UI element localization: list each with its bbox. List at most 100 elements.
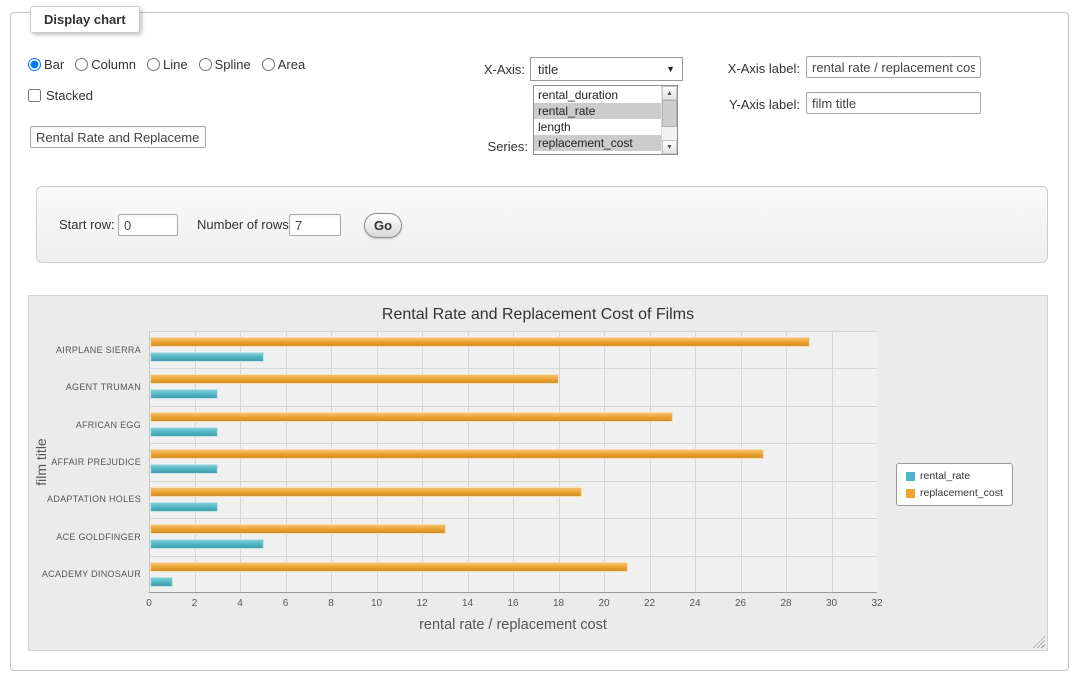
go-button[interactable]: Go: [364, 213, 402, 238]
bar-replacement_cost[interactable]: [150, 449, 764, 459]
legend-item-replacement_cost[interactable]: replacement_cost: [906, 487, 1003, 499]
bar-replacement_cost[interactable]: [150, 412, 673, 422]
chevron-down-icon: ▼: [666, 64, 675, 74]
y-axis-label-label: Y-Axis label:: [712, 97, 800, 112]
legend-swatch-replacement_cost: [906, 489, 915, 498]
chart-type-radio-line[interactable]: [147, 58, 160, 71]
chart-type-radio-area[interactable]: [262, 58, 275, 71]
bar-rental_rate[interactable]: [150, 464, 218, 474]
y-axis-label-input[interactable]: [806, 92, 981, 114]
stacked-option[interactable]: Stacked: [28, 88, 93, 103]
chart-type-label: Column: [91, 57, 136, 72]
x-tick-label: 24: [680, 598, 710, 609]
stacked-label: Stacked: [46, 88, 93, 103]
x-tick-label: 6: [271, 598, 301, 609]
legend-label: rental_rate: [920, 470, 970, 482]
panel-legend: Display chart: [30, 6, 140, 33]
bar-rental_rate[interactable]: [150, 352, 264, 362]
chart-type-label: Area: [278, 57, 305, 72]
x-axis-select-label: X-Axis:: [440, 62, 525, 77]
x-tick-label: 8: [316, 598, 346, 609]
x-tick-label: 20: [589, 598, 619, 609]
chart-type-radio-spline[interactable]: [199, 58, 212, 71]
series-listbox[interactable]: rental_durationrental_ratelengthreplacem…: [533, 85, 678, 155]
series-list-label: Series:: [455, 139, 528, 154]
gridline: [513, 331, 514, 592]
scroll-down-icon[interactable]: ▼: [662, 140, 677, 154]
gridline: [150, 556, 877, 557]
gridline: [150, 443, 877, 444]
resize-handle-icon[interactable]: [1033, 636, 1045, 648]
gridline: [377, 331, 378, 592]
chart-type-label: Bar: [44, 57, 64, 72]
gridline: [150, 518, 877, 519]
chart-type-option-bar[interactable]: Bar: [28, 57, 64, 72]
x-axis-select-value: title: [538, 62, 558, 77]
bar-replacement_cost[interactable]: [150, 562, 628, 572]
gridline: [786, 331, 787, 592]
series-scrollbar[interactable]: ▲ ▼: [661, 86, 677, 154]
bar-rental_rate[interactable]: [150, 427, 218, 437]
chart-type-radio-column[interactable]: [75, 58, 88, 71]
gridline: [468, 331, 469, 592]
gridline: [832, 331, 833, 592]
x-tick-label: 16: [498, 598, 528, 609]
x-axis-select[interactable]: title ▼: [530, 57, 683, 81]
x-tick-label: 32: [862, 598, 892, 609]
bar-replacement_cost[interactable]: [150, 337, 810, 347]
x-tick-label: 10: [362, 598, 392, 609]
chart-type-option-column[interactable]: Column: [75, 57, 136, 72]
bar-replacement_cost[interactable]: [150, 487, 582, 497]
x-tick-label: 0: [134, 598, 164, 609]
start-row-input[interactable]: [118, 214, 178, 236]
x-axis-label-input[interactable]: [806, 56, 981, 78]
gridline: [150, 331, 877, 332]
gridline: [150, 481, 877, 482]
series-option-replacement_cost[interactable]: replacement_cost: [534, 135, 661, 151]
bar-rental_rate[interactable]: [150, 577, 173, 587]
page: Display chart Bar Column Line Spline Area St…: [0, 0, 1081, 681]
num-rows-input[interactable]: [289, 214, 341, 236]
gridline: [286, 331, 287, 592]
gridline: [150, 406, 877, 407]
bar-rental_rate[interactable]: [150, 502, 218, 512]
chart-type-radio-bar[interactable]: [28, 58, 41, 71]
x-tick-label: 2: [180, 598, 210, 609]
gridline: [559, 331, 560, 592]
gridline: [150, 368, 877, 369]
series-option-rental_duration[interactable]: rental_duration: [534, 87, 661, 103]
bar-rental_rate[interactable]: [150, 389, 218, 399]
bar-rental_rate[interactable]: [150, 539, 264, 549]
series-options: rental_durationrental_ratelengthreplacem…: [534, 86, 661, 154]
legend-item-rental_rate[interactable]: rental_rate: [906, 470, 1003, 482]
category-label: ACE GOLDFINGER: [29, 518, 141, 555]
gridline: [422, 331, 423, 592]
bar-replacement_cost[interactable]: [150, 524, 446, 534]
gridline: [195, 331, 196, 592]
plot-area: [149, 331, 877, 593]
scroll-up-icon[interactable]: ▲: [662, 86, 677, 100]
chart-type-label: Spline: [215, 57, 251, 72]
series-option-length[interactable]: length: [534, 119, 661, 135]
stacked-checkbox[interactable]: [28, 89, 41, 102]
bar-replacement_cost[interactable]: [150, 374, 559, 384]
gridline: [650, 331, 651, 592]
chart-panel: Rental Rate and Replacement Cost of Film…: [28, 295, 1048, 651]
gridline: [695, 331, 696, 592]
chart-title: Rental Rate and Replacement Cost of Film…: [29, 306, 1047, 324]
x-tick-label: 22: [635, 598, 665, 609]
chart-type-option-line[interactable]: Line: [147, 57, 188, 72]
x-tick-label: 4: [225, 598, 255, 609]
category-label: AFFAIR PREJUDICE: [29, 443, 141, 480]
chart-type-option-spline[interactable]: Spline: [199, 57, 251, 72]
chart-type-option-area[interactable]: Area: [262, 57, 305, 72]
x-tick-label: 30: [817, 598, 847, 609]
gridline: [240, 331, 241, 592]
scroll-thumb[interactable]: [662, 100, 677, 127]
chart-legend: rental_rate replacement_cost: [896, 463, 1013, 506]
category-label: AGENT TRUMAN: [29, 368, 141, 405]
x-tick-label: 26: [726, 598, 756, 609]
series-option-rental_rate[interactable]: rental_rate: [534, 103, 661, 119]
legend-swatch-rental_rate: [906, 472, 915, 481]
chart-title-input[interactable]: [30, 126, 206, 148]
